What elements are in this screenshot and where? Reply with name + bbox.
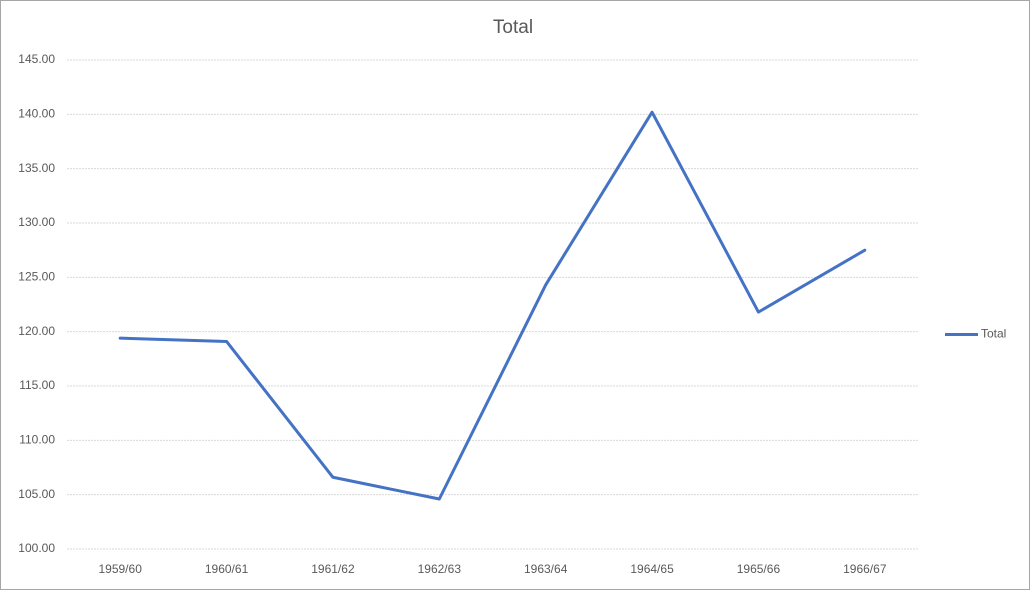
x-tick-label: 1960/61 xyxy=(205,562,249,576)
y-tick-label: 125.00 xyxy=(18,270,55,284)
x-tick-label: 1962/63 xyxy=(418,562,462,576)
y-tick-label: 120.00 xyxy=(18,324,55,338)
y-tick-label: 140.00 xyxy=(18,107,55,121)
x-tick-label: 1965/66 xyxy=(737,562,781,576)
y-tick-label: 110.00 xyxy=(19,433,55,447)
y-tick-label: 100.00 xyxy=(18,541,55,555)
x-tick-label: 1961/62 xyxy=(311,562,355,576)
y-tick-label: 105.00 xyxy=(18,487,55,501)
y-tick-label: 130.00 xyxy=(18,215,55,229)
y-tick-label: 135.00 xyxy=(18,161,55,175)
y-tick-label: 145.00 xyxy=(18,52,55,66)
x-tick-label: 1959/60 xyxy=(98,562,142,576)
x-tick-label: 1963/64 xyxy=(524,562,568,576)
legend-label: Total xyxy=(981,327,1006,341)
x-tick-label: 1966/67 xyxy=(843,562,887,576)
y-tick-label: 115.00 xyxy=(19,378,55,392)
x-tick-label: 1964/65 xyxy=(630,562,674,576)
chart-title: Total xyxy=(493,17,533,38)
line-series xyxy=(118,110,867,501)
